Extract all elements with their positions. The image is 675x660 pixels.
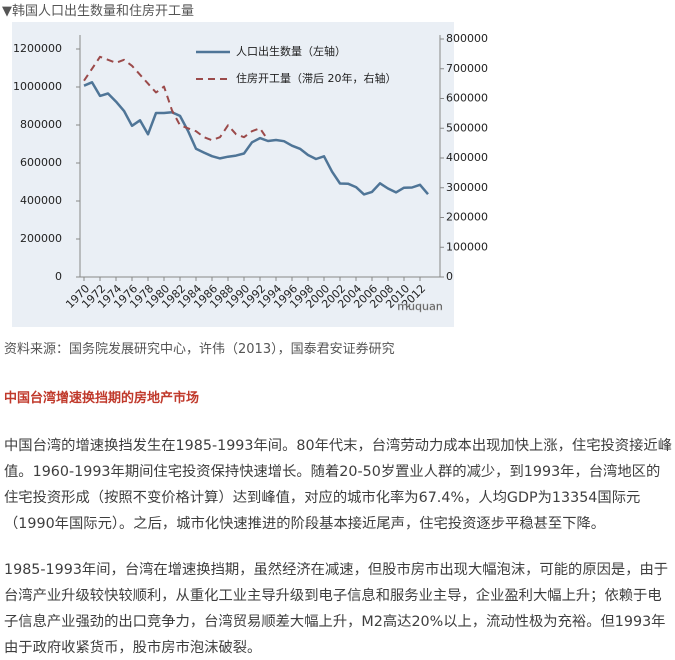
y2-tick-label: 700000 <box>446 62 488 75</box>
y2-tick-label: 100000 <box>446 240 488 253</box>
y2-tick-label: 300000 <box>446 181 488 194</box>
y2-tick-label: 200000 <box>446 211 488 224</box>
y2-tick-label: 800000 <box>446 32 488 45</box>
chart-background <box>12 22 454 327</box>
paragraph: 1985-1993年间，台湾在增速换挡期，虽然经济在减速，但股市房市出现大幅泡沫… <box>4 562 669 656</box>
watermark: muquan <box>397 300 442 313</box>
paragraph: 中国台湾的增速换挡发生在1985-1993年间。80年代末，台湾劳动力成本出现加… <box>4 438 672 532</box>
chart: 0 200000 400000 600000 800000 1000000 1200000 0… <box>12 22 488 327</box>
section-heading: 中国台湾增速换挡期的房地产市场 <box>4 391 200 406</box>
y-tick-label: 0 <box>55 270 62 283</box>
y-tick-label: 600000 <box>20 156 62 169</box>
y-tick-label: 400000 <box>20 194 62 207</box>
y-tick-label: 200000 <box>20 232 62 245</box>
legend-label: 人口出生数量（左轴） <box>236 44 346 58</box>
source-note: 资料来源：国务院发展研究中心，许伟（2013），国泰君安证券研究 <box>4 342 395 357</box>
legend-label: 住房开工量（滞后 20年，右轴） <box>236 71 397 85</box>
y2-tick-label: 400000 <box>446 151 488 164</box>
y-tick-label: 1000000 <box>13 80 62 93</box>
y2-tick-label: 500000 <box>446 121 488 134</box>
caption: ▼韩国人口出生数量和住房开工量 <box>2 4 194 19</box>
y2-tick-label: 600000 <box>446 92 488 105</box>
series-line <box>83 81 429 196</box>
y-tick-label: 1200000 <box>13 42 62 55</box>
y2-tick-label: 0 <box>446 270 453 283</box>
y-tick-label: 800000 <box>20 118 62 131</box>
